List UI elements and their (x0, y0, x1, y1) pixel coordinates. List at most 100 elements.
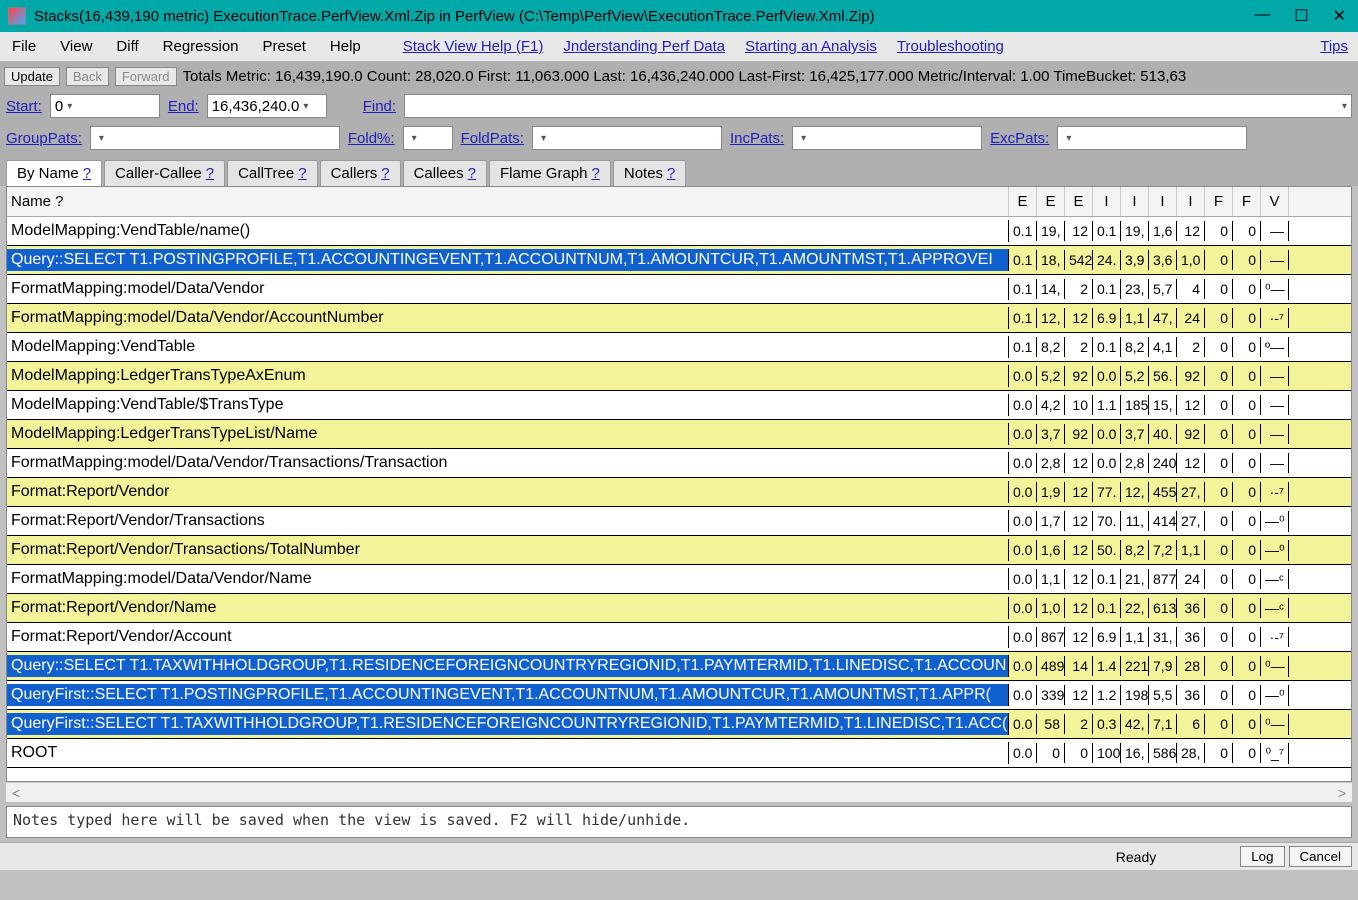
col-name[interactable]: Name ? (7, 187, 1009, 216)
table-row[interactable]: ModelMapping:VendTable/$TransType0.04,21… (7, 391, 1351, 420)
col-i3[interactable]: I (1149, 187, 1177, 216)
col-i1[interactable]: I (1093, 187, 1121, 216)
incpats-combo[interactable]: ▾ (792, 126, 982, 150)
table-row[interactable]: ModelMapping:LedgerTransTypeAxEnum0.05,2… (7, 362, 1351, 391)
col-e1[interactable]: E (1009, 187, 1037, 216)
col-e3[interactable]: E (1065, 187, 1093, 216)
cell-value: 877 (1149, 569, 1177, 589)
cell-value: 12 (1065, 482, 1093, 502)
cell-value: 0.0 (1009, 627, 1037, 647)
table-row[interactable]: Format:Report/Vendor0.01,91277.12,45527,… (7, 478, 1351, 507)
find-input[interactable]: ▾ (404, 94, 1352, 118)
menu-regression[interactable]: Regression (157, 36, 245, 57)
end-label[interactable]: End: (168, 98, 199, 115)
maximize-icon[interactable]: ☐ (1294, 6, 1308, 26)
end-combo[interactable]: 16,436,240.0▾ (207, 94, 327, 118)
table-row[interactable]: ModelMapping:VendTable/name()0.119,120.1… (7, 217, 1351, 246)
grouppats-combo[interactable]: ▾ (90, 126, 340, 150)
excpats-combo[interactable]: ▾ (1057, 126, 1247, 150)
table-row[interactable]: FormatMapping:model/Data/Vendor0.114,20.… (7, 275, 1351, 304)
cell-value: 8,2 (1121, 337, 1149, 357)
table-row[interactable]: QueryFirst::SELECT T1.POSTINGPROFILE,T1.… (7, 681, 1351, 710)
table-row[interactable]: ModelMapping:VendTable0.18,220.18,24,120… (7, 333, 1351, 362)
tab-callercallee[interactable]: Caller-Callee? (104, 160, 225, 186)
back-button[interactable]: Back (66, 67, 109, 86)
col-v[interactable]: V (1261, 187, 1289, 216)
table-row[interactable]: ROOT0.00010016,58628,00⁰_⁷ (7, 739, 1351, 768)
cell-value: — (1261, 424, 1289, 444)
table-row[interactable]: ModelMapping:LedgerTransTypeList/Name0.0… (7, 420, 1351, 449)
cell-value: 0 (1233, 221, 1261, 241)
h-scrollbar[interactable]: <> (6, 782, 1352, 802)
cancel-button[interactable]: Cancel (1289, 846, 1353, 867)
cell-value: 2 (1065, 279, 1093, 299)
menu-diff[interactable]: Diff (110, 36, 144, 57)
help-trouble[interactable]: Troubleshooting (893, 36, 1008, 57)
cell-value: 23, (1121, 279, 1149, 299)
cell-value: 3,9 (1121, 250, 1149, 270)
toolbar-nav: Update Back Forward Totals Metric: 16,43… (0, 62, 1358, 90)
incpats-label[interactable]: IncPats: (730, 130, 784, 147)
find-label[interactable]: Find: (363, 98, 396, 115)
cell-value: 11, (1121, 511, 1149, 531)
forward-button[interactable]: Forward (115, 67, 177, 86)
col-i2[interactable]: I (1121, 187, 1149, 216)
menu-view[interactable]: View (54, 36, 98, 57)
menu-preset[interactable]: Preset (257, 36, 312, 57)
grid-body[interactable]: ModelMapping:VendTable/name()0.119,120.1… (7, 217, 1351, 781)
notes-area[interactable]: Notes typed here will be saved when the … (6, 806, 1352, 838)
table-row[interactable]: Format:Report/Vendor/Name0.01,0120.122,6… (7, 594, 1351, 623)
help-understand[interactable]: Jnderstanding Perf Data (559, 36, 729, 57)
tab-notes[interactable]: Notes? (613, 160, 687, 186)
cell-value: — (1261, 250, 1289, 270)
cell-name: FormatMapping:model/Data/Vendor/Name (7, 568, 1009, 590)
cell-value: 77. (1093, 482, 1121, 502)
cell-value: 40. (1149, 424, 1177, 444)
col-i4[interactable]: I (1177, 187, 1205, 216)
col-f1[interactable]: F (1205, 187, 1233, 216)
update-button[interactable]: Update (4, 67, 60, 86)
tab-calltree[interactable]: CallTree? (227, 160, 317, 186)
grouppats-label[interactable]: GroupPats: (6, 130, 82, 147)
cell-value: 92 (1065, 366, 1093, 386)
close-icon[interactable]: ✕ (1333, 6, 1346, 26)
table-row[interactable]: Format:Report/Vendor/Transactions0.01,71… (7, 507, 1351, 536)
table-row[interactable]: FormatMapping:model/Data/Vendor/Transact… (7, 449, 1351, 478)
tab-callees[interactable]: Callees? (403, 160, 487, 186)
cell-value: 92 (1065, 424, 1093, 444)
minimize-icon[interactable]: — (1254, 6, 1270, 26)
help-tips[interactable]: Tips (1316, 36, 1352, 57)
start-combo[interactable]: 0▾ (50, 94, 160, 118)
cell-name: ModelMapping:VendTable/name() (7, 220, 1009, 242)
help-stackview[interactable]: Stack View Help (F1) (399, 36, 548, 57)
excpats-label[interactable]: ExcPats: (990, 130, 1049, 147)
cell-value: 24 (1177, 569, 1205, 589)
tab-flame[interactable]: Flame Graph? (489, 160, 611, 186)
table-row[interactable]: Format:Report/Vendor/Account0.0867126.91… (7, 623, 1351, 652)
menu-file[interactable]: File (6, 36, 42, 57)
foldpct-label[interactable]: Fold%: (348, 130, 395, 147)
table-row[interactable]: Query::SELECT T1.POSTINGPROFILE,T1.ACCOU… (7, 246, 1351, 275)
log-button[interactable]: Log (1240, 846, 1284, 867)
menu-help[interactable]: Help (324, 36, 367, 57)
cell-value: 24 (1177, 308, 1205, 328)
foldpats-label[interactable]: FoldPats: (461, 130, 524, 147)
foldpct-combo[interactable]: ▾ (403, 126, 453, 150)
foldpats-combo[interactable]: ▾ (532, 126, 722, 150)
cell-value: 31, (1149, 627, 1177, 647)
table-row[interactable]: QueryFirst::SELECT T1.TAXWITHHOLDGROUP,T… (7, 710, 1351, 739)
table-row[interactable]: FormatMapping:model/Data/Vendor/Name0.01… (7, 565, 1351, 594)
tab-callers[interactable]: Callers? (320, 160, 401, 186)
table-row[interactable]: Query::SELECT T1.TAXWITHHOLDGROUP,T1.RES… (7, 652, 1351, 681)
table-row[interactable]: Format:Report/Vendor/Transactions/TotalN… (7, 536, 1351, 565)
tab-byname[interactable]: By Name? (6, 160, 102, 186)
cell-value: 0.0 (1009, 395, 1037, 415)
table-row[interactable]: FormatMapping:model/Data/Vendor/AccountN… (7, 304, 1351, 333)
cell-value: 0 (1205, 221, 1233, 241)
chevron-down-icon: ▾ (99, 133, 104, 144)
start-label[interactable]: Start: (6, 98, 42, 115)
col-f2[interactable]: F (1233, 187, 1261, 216)
help-starting[interactable]: Starting an Analysis (741, 36, 881, 57)
col-e2[interactable]: E (1037, 187, 1065, 216)
cell-value: ⁰— (1261, 656, 1289, 677)
